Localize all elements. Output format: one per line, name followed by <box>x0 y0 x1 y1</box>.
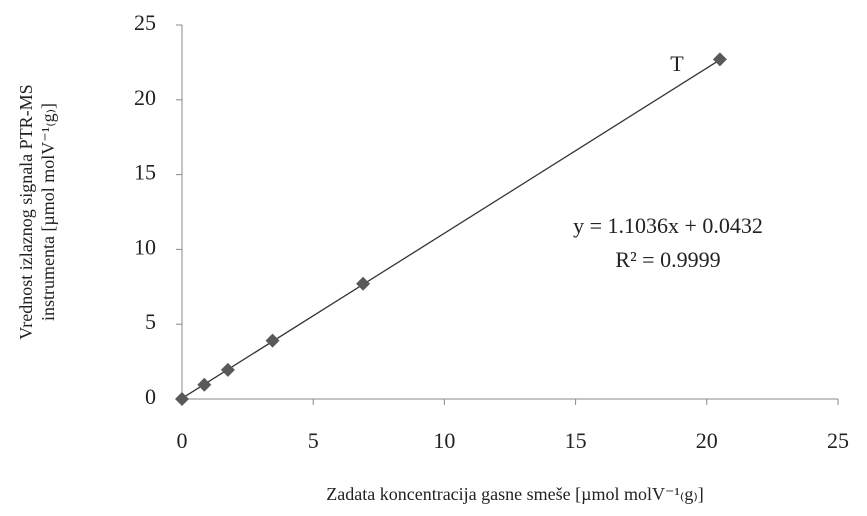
x-tick-label: 15 <box>565 428 587 453</box>
x-tick-label: 20 <box>696 428 718 453</box>
data-point <box>265 333 280 348</box>
data-point <box>175 392 189 406</box>
x-tick-label: 5 <box>308 428 319 453</box>
x-tick-label: 0 <box>177 428 188 453</box>
y-axis-label: instrumenta [µmol molV⁻¹₍g₎] <box>38 103 58 321</box>
y-tick-label: 20 <box>134 85 156 110</box>
y-tick-label: 10 <box>134 234 156 259</box>
r-squared: R² = 0.9999 <box>615 247 720 272</box>
y-axis-label: Vrednost izlaznog signala PTR-MS <box>16 84 36 339</box>
point-annotation: T <box>670 51 684 76</box>
y-tick-label: 5 <box>145 309 156 334</box>
x-tick-label: 25 <box>827 428 849 453</box>
data-point <box>356 276 371 291</box>
data-point <box>197 377 212 392</box>
x-axis-label: Zadata koncentracija gasne smeše [µmol m… <box>326 484 703 504</box>
y-tick-label: 0 <box>145 384 156 409</box>
data-point <box>712 52 727 67</box>
x-tick-label: 10 <box>433 428 455 453</box>
trend-equation: y = 1.1036x + 0.0432 <box>573 213 763 238</box>
y-tick-label: 15 <box>134 160 156 185</box>
y-tick-label: 25 <box>134 10 156 35</box>
data-point <box>220 362 235 377</box>
